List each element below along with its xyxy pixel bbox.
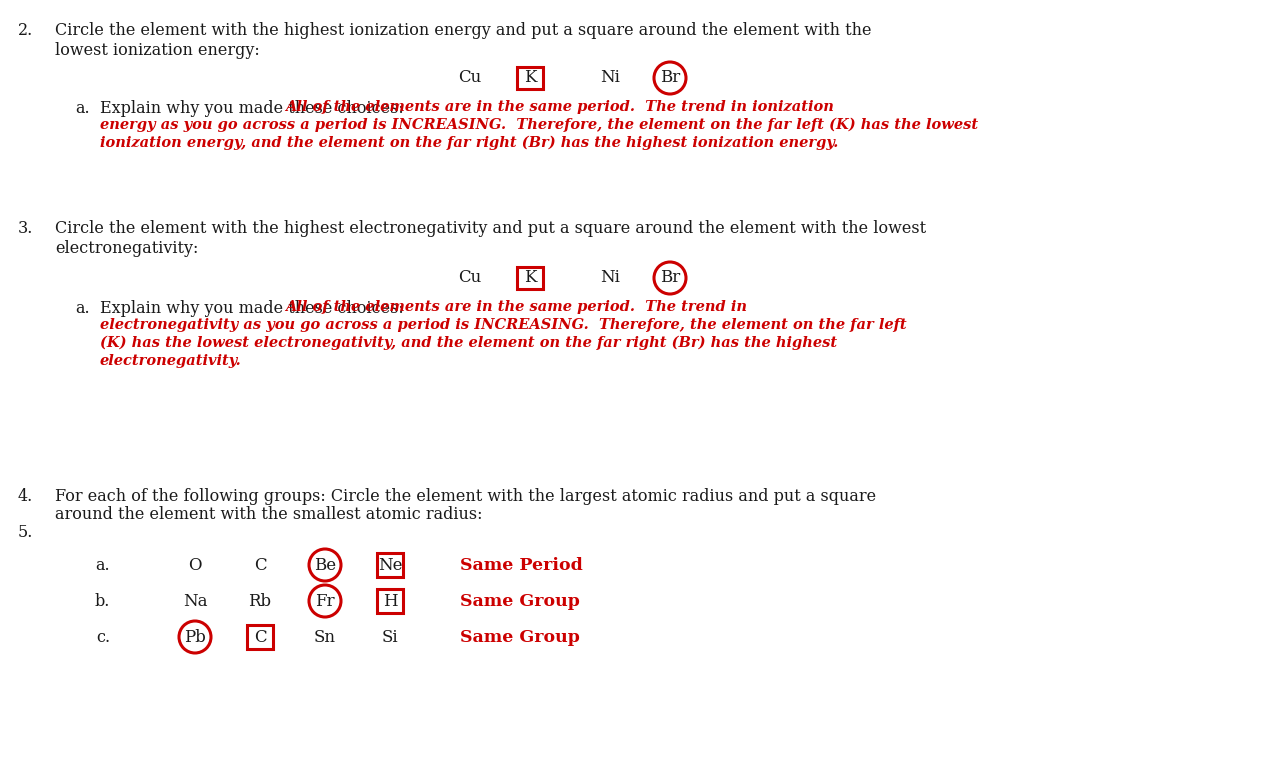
Text: For each of the following groups: Circle the element with the largest atomic rad: For each of the following groups: Circle… [55, 488, 877, 505]
Text: electronegativity as you go across a period is INCREASING.  Therefore, the eleme: electronegativity as you go across a per… [100, 318, 906, 332]
Text: Explain why you made these choices:: Explain why you made these choices: [100, 300, 409, 317]
Text: Same Group: Same Group [460, 629, 580, 645]
Text: (K) has the lowest electronegativity, and the element on the far right (Br) has : (K) has the lowest electronegativity, an… [100, 336, 837, 350]
Text: Same Period: Same Period [460, 556, 583, 574]
Text: lowest ionization energy:: lowest ionization energy: [55, 42, 259, 59]
Text: a.: a. [75, 300, 89, 317]
Text: All of the elements are in the same period.  The trend in: All of the elements are in the same peri… [285, 300, 748, 314]
Text: Pb: Pb [184, 629, 206, 645]
Text: Explain why you made these choices:: Explain why you made these choices: [100, 100, 409, 117]
Text: K: K [524, 69, 537, 87]
Text: Cu: Cu [459, 69, 482, 87]
Text: a.: a. [96, 556, 110, 574]
Text: Fr: Fr [316, 593, 335, 610]
Text: Cu: Cu [459, 270, 482, 287]
Text: C: C [254, 556, 266, 574]
Text: Br: Br [659, 270, 680, 287]
Text: electronegativity:: electronegativity: [55, 240, 198, 257]
Text: 5.: 5. [18, 524, 33, 541]
Text: Ni: Ni [601, 69, 620, 87]
Text: electronegativity.: electronegativity. [100, 354, 242, 368]
Text: c.: c. [96, 629, 110, 645]
Text: 4.: 4. [18, 488, 33, 505]
Text: Circle the element with the highest electronegativity and put a square around th: Circle the element with the highest elec… [55, 220, 927, 237]
Text: Br: Br [659, 69, 680, 87]
Text: Rb: Rb [248, 593, 271, 610]
Text: K: K [524, 270, 537, 287]
Text: 3.: 3. [18, 220, 33, 237]
Text: Ne: Ne [378, 556, 403, 574]
Text: Circle the element with the highest ionization energy and put a square around th: Circle the element with the highest ioni… [55, 22, 872, 39]
Text: Na: Na [183, 593, 207, 610]
Text: energy as you go across a period is INCREASING.  Therefore, the element on the f: energy as you go across a period is INCR… [100, 118, 978, 132]
Text: Si: Si [382, 629, 399, 645]
Text: Be: Be [314, 556, 336, 574]
Text: C: C [254, 629, 266, 645]
Text: b.: b. [95, 593, 110, 610]
Text: Same Group: Same Group [460, 593, 580, 610]
Text: All of the elements are in the same period.  The trend in ionization: All of the elements are in the same peri… [285, 100, 833, 114]
Text: around the element with the smallest atomic radius:: around the element with the smallest ato… [55, 506, 483, 523]
Text: ionization energy, and the element on the far right (Br) has the highest ionizat: ionization energy, and the element on th… [100, 136, 838, 150]
Text: O: O [188, 556, 202, 574]
Text: a.: a. [75, 100, 89, 117]
Text: Ni: Ni [601, 270, 620, 287]
Text: 2.: 2. [18, 22, 33, 39]
Text: H: H [382, 593, 397, 610]
Text: Sn: Sn [314, 629, 336, 645]
